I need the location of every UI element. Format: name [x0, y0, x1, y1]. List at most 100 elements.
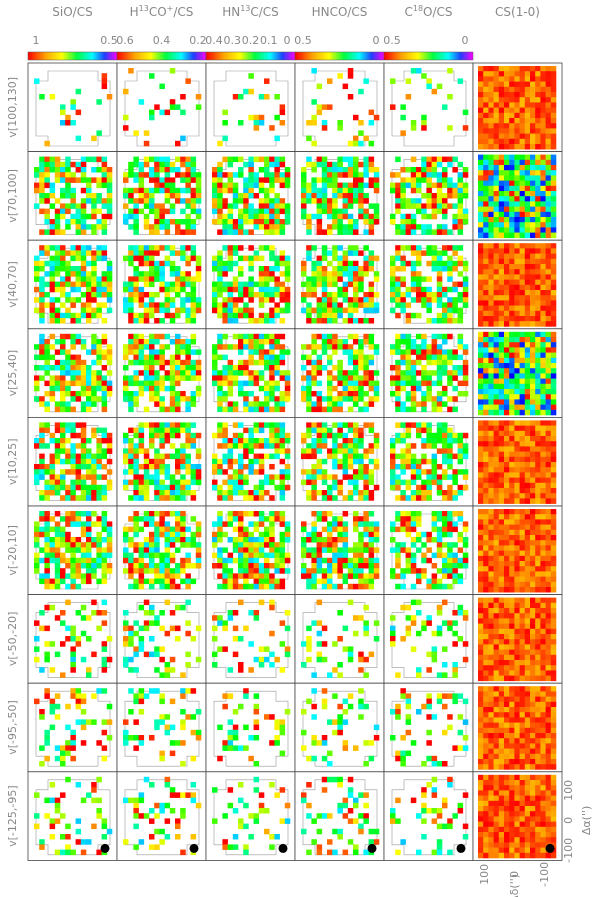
- map-pixel: [154, 511, 160, 517]
- map-pixel: [80, 213, 87, 220]
- map-pixel: [274, 432, 280, 439]
- map-pixel: [65, 307, 71, 314]
- map-pixel: [311, 245, 317, 251]
- map-pixel: [519, 337, 526, 343]
- map-pixel: [75, 224, 82, 230]
- map-pixel: [175, 511, 181, 517]
- map-pixel: [149, 422, 155, 428]
- map-panel: [294, 416, 385, 507]
- map-pixel: [70, 281, 76, 288]
- map-pixel: [149, 266, 155, 272]
- map-pixel: [493, 264, 500, 270]
- map-pixel: [180, 391, 186, 397]
- map-pixel: [363, 333, 369, 340]
- map-pixel: [509, 92, 515, 98]
- map-pixel: [86, 557, 92, 564]
- map-pixel: [337, 292, 343, 298]
- map-pixel: [514, 482, 520, 489]
- map-pixel: [185, 318, 191, 324]
- map-pixel: [138, 438, 145, 444]
- map-pixel: [311, 161, 317, 168]
- map-pixel: [128, 401, 134, 407]
- map-pixel: [54, 271, 61, 277]
- map-pixel: [498, 420, 505, 426]
- map-pixel: [353, 396, 359, 402]
- map-pixel: [493, 394, 500, 400]
- map-pixel: [149, 198, 155, 204]
- map-pixel: [504, 420, 510, 426]
- map-pixel: [400, 255, 406, 262]
- map-pixel: [337, 490, 343, 496]
- map-pixel: [316, 427, 323, 434]
- map-pixel: [530, 498, 536, 504]
- map-pixel: [373, 187, 380, 194]
- map-pixel: [483, 92, 489, 98]
- map-pixel: [395, 203, 401, 209]
- map-pixel: [431, 156, 438, 163]
- map-pixel: [86, 511, 92, 517]
- map-pixel: [222, 266, 228, 272]
- map-pixel: [49, 167, 56, 173]
- map-pixel: [222, 563, 228, 569]
- map-pixel: [133, 213, 139, 220]
- map-pixel: [180, 537, 186, 543]
- map-pixel: [149, 464, 155, 470]
- map-pixel: [416, 68, 422, 74]
- map-pixel: [91, 557, 97, 564]
- map-pixel: [504, 243, 510, 249]
- map-pixel: [421, 224, 427, 230]
- map-pixel: [426, 286, 432, 293]
- map-pixel: [462, 193, 469, 199]
- map-pixel: [488, 383, 494, 390]
- map-pixel: [431, 349, 438, 355]
- map-pixel: [457, 292, 464, 298]
- map-pixel: [65, 349, 71, 355]
- map-pixel: [478, 331, 484, 338]
- map-pixel: [60, 109, 66, 116]
- map-pixel: [431, 88, 438, 95]
- map-pixel: [519, 331, 526, 338]
- map-pixel: [279, 281, 286, 288]
- map-pixel: [306, 250, 312, 256]
- map-pixel: [306, 193, 312, 199]
- map-pixel: [524, 373, 531, 379]
- map-pixel: [540, 279, 546, 286]
- map-pixel: [195, 307, 202, 314]
- map-pixel: [243, 292, 249, 298]
- map-pixel: [306, 448, 312, 454]
- map-pixel: [447, 245, 453, 251]
- map-pixel: [498, 118, 505, 124]
- map-pixel: [363, 380, 369, 387]
- map-pixel: [545, 305, 552, 312]
- map-pixel: [363, 172, 369, 178]
- map-pixel: [363, 292, 369, 298]
- map-pixel: [195, 474, 202, 480]
- map-pixel: [514, 493, 520, 499]
- map-pixel: [39, 250, 45, 256]
- map-pixel: [410, 198, 417, 204]
- map-pixel: [238, 219, 244, 225]
- map-pixel: [101, 427, 108, 434]
- map-pixel: [498, 269, 505, 275]
- map-pixel: [180, 359, 186, 366]
- map-pixel: [149, 557, 155, 564]
- map-pixel: [243, 370, 249, 376]
- map-pixel: [509, 118, 515, 124]
- map-pixel: [185, 563, 191, 569]
- map-pixel: [65, 312, 71, 319]
- map-pixel: [195, 521, 202, 527]
- map-pixel: [180, 370, 186, 376]
- map-pixel: [195, 266, 202, 272]
- map-pixel: [483, 123, 489, 129]
- map-pixel: [353, 229, 359, 235]
- map-pixel: [217, 172, 223, 178]
- map-pixel: [342, 198, 349, 204]
- map-pixel: [96, 474, 102, 480]
- map-pixel: [106, 547, 113, 553]
- map-pixel: [421, 370, 427, 376]
- map-pixel: [49, 94, 56, 100]
- map-pixel: [248, 114, 254, 121]
- map-pixel: [269, 344, 275, 350]
- map-pixel: [253, 469, 260, 475]
- map-pixel: [363, 354, 369, 361]
